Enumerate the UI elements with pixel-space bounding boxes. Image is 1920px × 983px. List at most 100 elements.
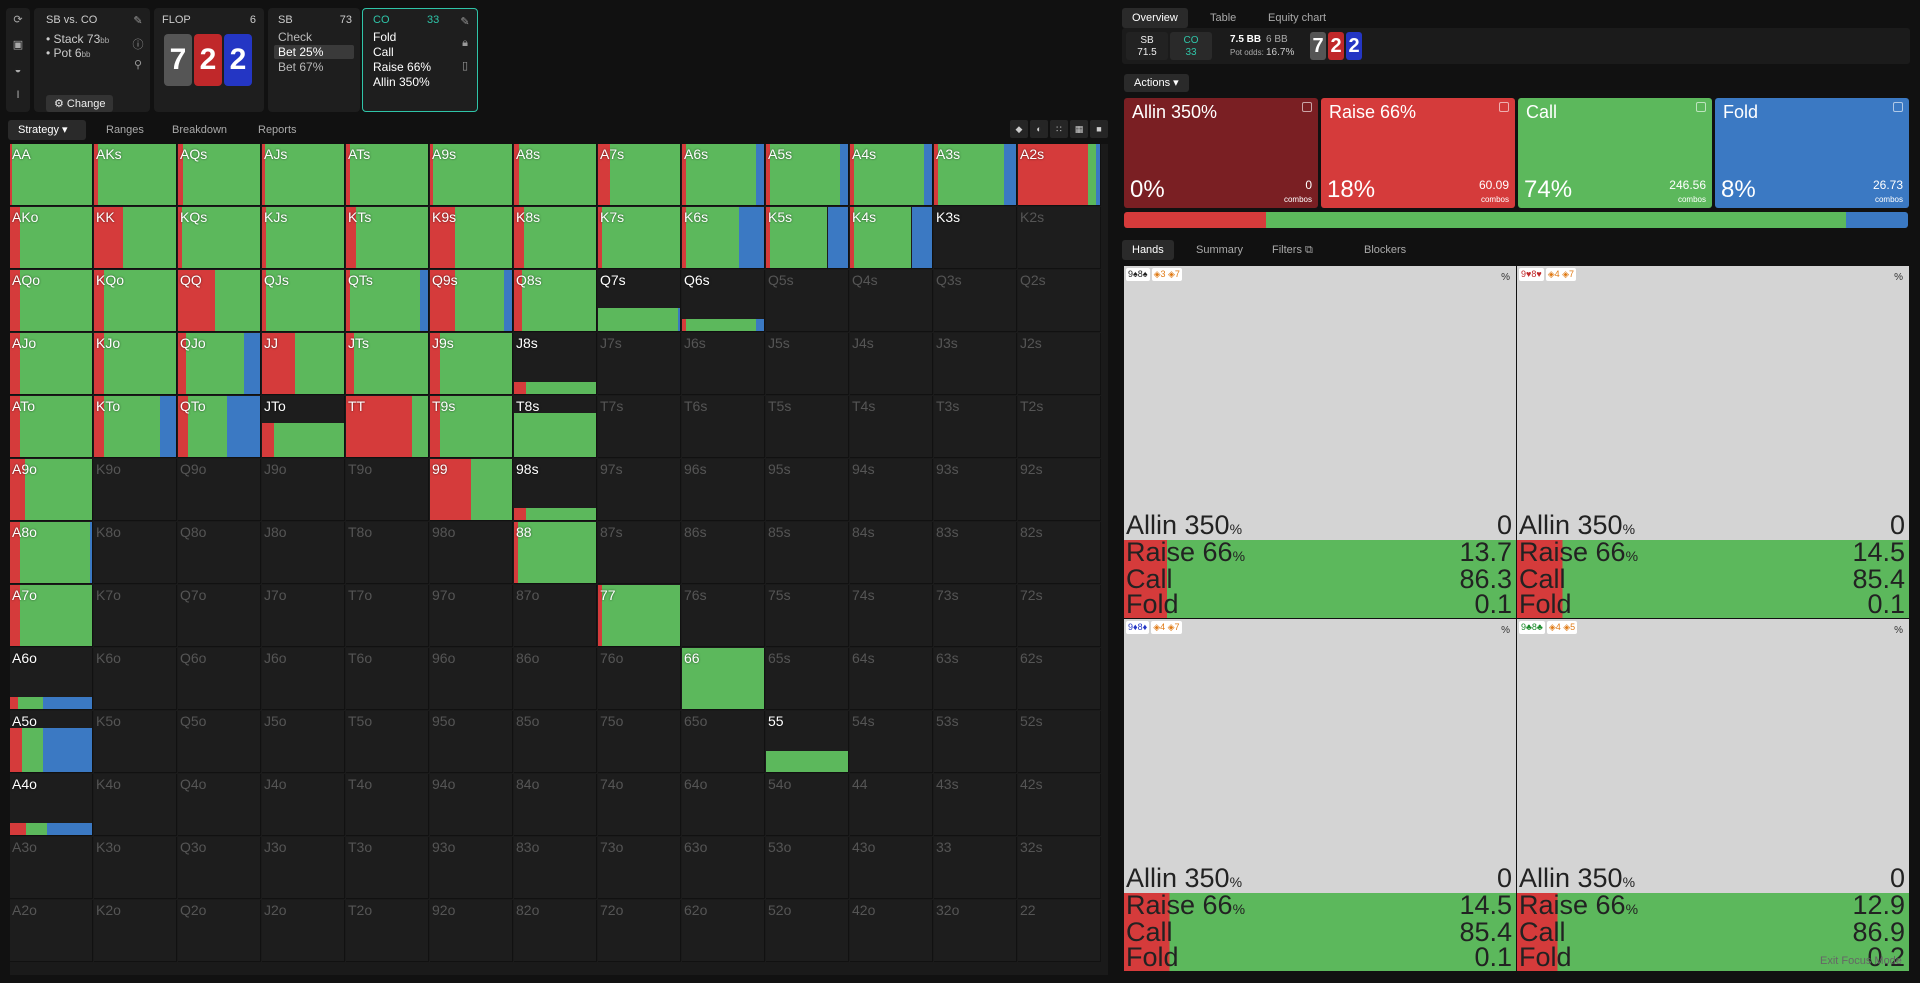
hand-cell-A6o[interactable]: A6o: [10, 648, 93, 710]
hand-cell-74o[interactable]: 74o: [598, 774, 681, 836]
contrast-icon[interactable]: ◐: [1030, 120, 1048, 138]
exit-focus-mode-link[interactable]: Exit Focus Mode: [1820, 955, 1902, 967]
change-button[interactable]: ⚙ Change: [46, 95, 114, 112]
hand-cell-92o[interactable]: 92o: [430, 900, 513, 962]
tab-equity-chart[interactable]: Equity chart: [1268, 12, 1327, 24]
hand-cell-97o[interactable]: 97o: [430, 585, 513, 647]
hand-cell-87o[interactable]: 87o: [514, 585, 597, 647]
hand-cell-Q9o[interactable]: Q9o: [178, 459, 261, 521]
hand-cell-43o[interactable]: 43o: [850, 837, 933, 899]
hand-cell-ATo[interactable]: ATo: [10, 396, 93, 458]
hand-cell-J4s[interactable]: J4s: [850, 333, 933, 395]
hand-cell-Q4o[interactable]: Q4o: [178, 774, 261, 836]
hand-cell-Q5o[interactable]: Q5o: [178, 711, 261, 773]
hand-cell-J2o[interactable]: J2o: [262, 900, 345, 962]
action-box-fold[interactable]: Fold 8% 26.73 combos: [1715, 98, 1909, 208]
percent-toggle[interactable]: %: [1501, 625, 1510, 636]
text-cursor-icon[interactable]: I: [16, 89, 20, 101]
hand-cell-54o[interactable]: 54o: [766, 774, 849, 836]
hand-panel[interactable]: 9♠8♠ ◈3 ◈7% Allin 350% 0 Raise 66% 13.7 Call 86…: [1124, 266, 1516, 618]
hand-cell-K3s[interactable]: K3s: [934, 207, 1017, 269]
hand-cell-T3s[interactable]: T3s: [934, 396, 1017, 458]
tab-reports[interactable]: Reports: [258, 124, 297, 136]
hand-cell-K5s[interactable]: K5s: [766, 207, 849, 269]
hand-cell-T2s[interactable]: T2s: [1018, 396, 1101, 458]
hand-cell-52o[interactable]: 52o: [766, 900, 849, 962]
hand-cell-73s[interactable]: 73s: [934, 585, 1017, 647]
lock-icon[interactable]: 🔒︎: [462, 37, 468, 49]
hand-cell-Q7o[interactable]: Q7o: [178, 585, 261, 647]
info-icon[interactable]: ⓘ: [132, 39, 144, 51]
hand-cell-J5s[interactable]: J5s: [766, 333, 849, 395]
hand-cell-K4s[interactable]: K4s: [850, 207, 933, 269]
hand-cell-T4s[interactable]: T4s: [850, 396, 933, 458]
expand-icon[interactable]: [1893, 102, 1903, 112]
tab-summary[interactable]: Summary: [1196, 244, 1244, 256]
hand-cell-J8o[interactable]: J8o: [262, 522, 345, 584]
hand-cell-J3s[interactable]: J3s: [934, 333, 1017, 395]
hand-cell-72o[interactable]: 72o: [598, 900, 681, 962]
hand-cell-83s[interactable]: 83s: [934, 522, 1017, 584]
sb-option-check[interactable]: Check: [278, 30, 313, 44]
hand-cell-J9s[interactable]: J9s: [430, 333, 513, 395]
sb-option-bet25[interactable]: Bet 25%: [274, 45, 354, 59]
hand-cell-Q8s[interactable]: Q8s: [514, 270, 597, 332]
tab-filters[interactable]: Filters ⧉: [1272, 244, 1313, 256]
hand-cell-QTs[interactable]: QTs: [346, 270, 429, 332]
expand-icon[interactable]: [1302, 102, 1312, 112]
hand-cell-82o[interactable]: 82o: [514, 900, 597, 962]
hand-cell-J2s[interactable]: J2s: [1018, 333, 1101, 395]
hand-cell-32s[interactable]: 32s: [1018, 837, 1101, 899]
hand-cell-32o[interactable]: 32o: [934, 900, 1017, 962]
hand-cell-53s[interactable]: 53s: [934, 711, 1017, 773]
hand-cell-J4o[interactable]: J4o: [262, 774, 345, 836]
hand-cell-ATs[interactable]: ATs: [346, 144, 429, 206]
hand-cell-AQs[interactable]: AQs: [178, 144, 261, 206]
hand-cell-A5o[interactable]: A5o: [10, 711, 93, 773]
hand-cell-83o[interactable]: 83o: [514, 837, 597, 899]
flop-card[interactable]: FLOP 6 7 2 2: [154, 8, 264, 112]
small-grid-icon[interactable]: ∷: [1050, 120, 1068, 138]
refresh-icon[interactable]: ⟳: [13, 14, 23, 26]
hand-cell-T8o[interactable]: T8o: [346, 522, 429, 584]
hand-cell-J5o[interactable]: J5o: [262, 711, 345, 773]
hand-cell-JJ[interactable]: JJ: [262, 333, 345, 395]
hand-cell-63s[interactable]: 63s: [934, 648, 1017, 710]
hand-cell-Q6o[interactable]: Q6o: [178, 648, 261, 710]
expand-icon[interactable]: [1696, 102, 1706, 112]
hand-cell-98s[interactable]: 98s: [514, 459, 597, 521]
hand-cell-JTo[interactable]: JTo: [262, 396, 345, 458]
hand-cell-62o[interactable]: 62o: [682, 900, 765, 962]
hand-cell-Q4s[interactable]: Q4s: [850, 270, 933, 332]
hand-cell-A9o[interactable]: A9o: [10, 459, 93, 521]
hand-cell-65o[interactable]: 65o: [682, 711, 765, 773]
hand-cell-A2s[interactable]: A2s: [1018, 144, 1101, 206]
hand-cell-KQo[interactable]: KQo: [94, 270, 177, 332]
hand-cell-96o[interactable]: 96o: [430, 648, 513, 710]
hand-cell-Q2o[interactable]: Q2o: [178, 900, 261, 962]
action-box-call[interactable]: Call 74% 246.56 combos: [1518, 98, 1712, 208]
cube-icon[interactable]: ◆: [1010, 120, 1028, 138]
hand-cell-T7o[interactable]: T7o: [346, 585, 429, 647]
action-box-raise-66-[interactable]: Raise 66% 18% 60.09 combos: [1321, 98, 1515, 208]
hand-cell-K8s[interactable]: K8s: [514, 207, 597, 269]
hand-cell-KQs[interactable]: KQs: [178, 207, 261, 269]
co-option-allin[interactable]: Allin 350%: [373, 75, 430, 89]
actions-dropdown[interactable]: Actions ▾: [1124, 74, 1189, 92]
hand-cell-AJo[interactable]: AJo: [10, 333, 93, 395]
hand-cell-KJs[interactable]: KJs: [262, 207, 345, 269]
sb-node-card[interactable]: SB 73 Check Bet 25% Bet 67%: [268, 8, 360, 112]
hand-panel[interactable]: 9♥8♥ ◈4 ◈7% Allin 350% 0 Raise 66% 14.5 Call 85…: [1517, 266, 1909, 618]
hand-cell-86o[interactable]: 86o: [514, 648, 597, 710]
hand-cell-65s[interactable]: 65s: [766, 648, 849, 710]
hand-cell-QTo[interactable]: QTo: [178, 396, 261, 458]
hand-cell-A3s[interactable]: A3s: [934, 144, 1017, 206]
hand-cell-K9o[interactable]: K9o: [94, 459, 177, 521]
hand-cell-A7o[interactable]: A7o: [10, 585, 93, 647]
hand-cell-33[interactable]: 33: [934, 837, 1017, 899]
percent-toggle[interactable]: %: [1894, 272, 1903, 283]
hand-cell-T7s[interactable]: T7s: [598, 396, 681, 458]
hand-cell-Q8o[interactable]: Q8o: [178, 522, 261, 584]
hand-cell-J6s[interactable]: J6s: [682, 333, 765, 395]
hand-cell-AA[interactable]: AA: [10, 144, 93, 206]
